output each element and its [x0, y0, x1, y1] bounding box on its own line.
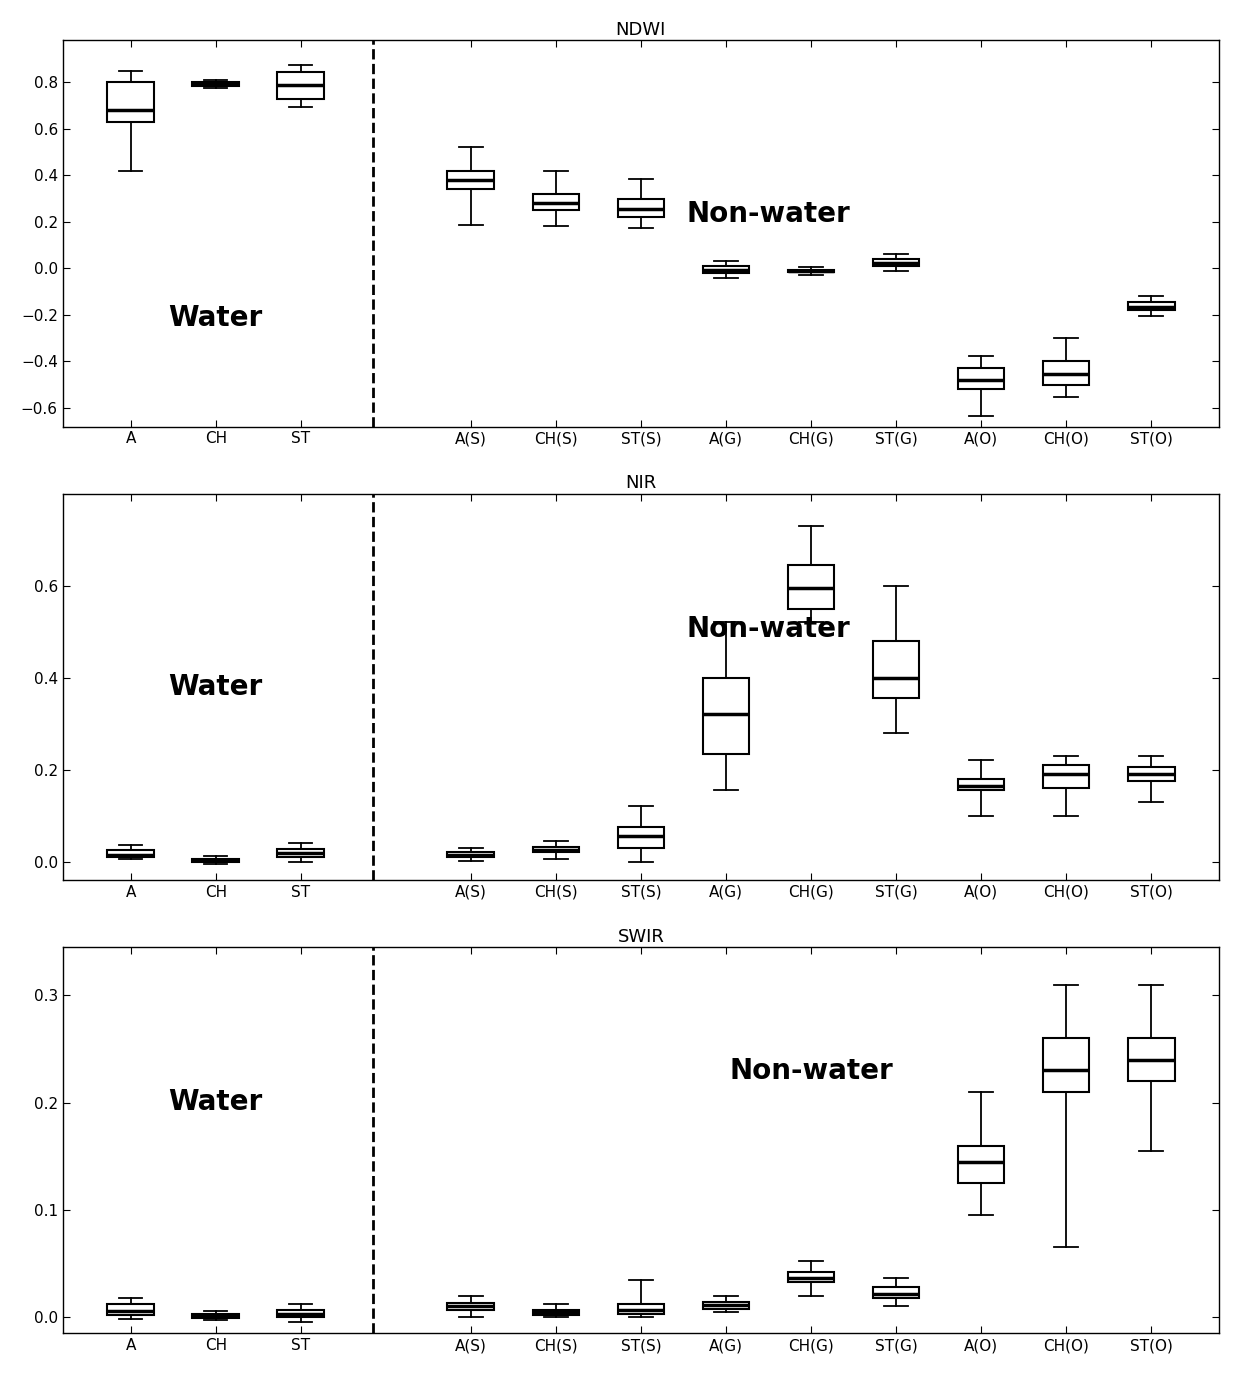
Title: SWIR: SWIR	[618, 927, 665, 945]
PathPatch shape	[1127, 767, 1174, 780]
PathPatch shape	[703, 677, 749, 753]
PathPatch shape	[278, 71, 324, 99]
PathPatch shape	[1043, 361, 1090, 385]
PathPatch shape	[108, 1304, 154, 1315]
Text: Non-water: Non-water	[687, 616, 851, 643]
PathPatch shape	[787, 1272, 835, 1282]
PathPatch shape	[278, 1309, 324, 1318]
PathPatch shape	[448, 1304, 495, 1309]
PathPatch shape	[108, 82, 154, 122]
PathPatch shape	[957, 368, 1004, 389]
Text: Water: Water	[169, 1088, 263, 1116]
PathPatch shape	[532, 846, 579, 852]
PathPatch shape	[957, 779, 1004, 790]
PathPatch shape	[703, 1303, 749, 1308]
PathPatch shape	[532, 194, 579, 210]
PathPatch shape	[1127, 1039, 1174, 1081]
Text: Water: Water	[169, 305, 263, 333]
PathPatch shape	[787, 565, 835, 609]
Text: Water: Water	[169, 673, 263, 701]
PathPatch shape	[1043, 1039, 1090, 1092]
PathPatch shape	[532, 1309, 579, 1315]
PathPatch shape	[192, 1314, 239, 1318]
Text: Non-water: Non-water	[729, 1057, 893, 1084]
PathPatch shape	[618, 827, 665, 848]
PathPatch shape	[448, 170, 495, 190]
PathPatch shape	[1043, 765, 1090, 787]
PathPatch shape	[957, 1146, 1004, 1183]
PathPatch shape	[192, 82, 239, 85]
PathPatch shape	[703, 267, 749, 273]
Title: NDWI: NDWI	[616, 21, 666, 38]
PathPatch shape	[787, 269, 835, 272]
Text: Non-water: Non-water	[687, 201, 851, 228]
PathPatch shape	[873, 1287, 919, 1298]
PathPatch shape	[618, 1304, 665, 1314]
PathPatch shape	[873, 640, 919, 698]
Title: NIR: NIR	[625, 474, 656, 492]
PathPatch shape	[108, 851, 154, 857]
PathPatch shape	[192, 859, 239, 861]
PathPatch shape	[448, 852, 495, 857]
PathPatch shape	[1127, 302, 1174, 311]
PathPatch shape	[873, 260, 919, 265]
PathPatch shape	[278, 849, 324, 857]
PathPatch shape	[618, 199, 665, 217]
